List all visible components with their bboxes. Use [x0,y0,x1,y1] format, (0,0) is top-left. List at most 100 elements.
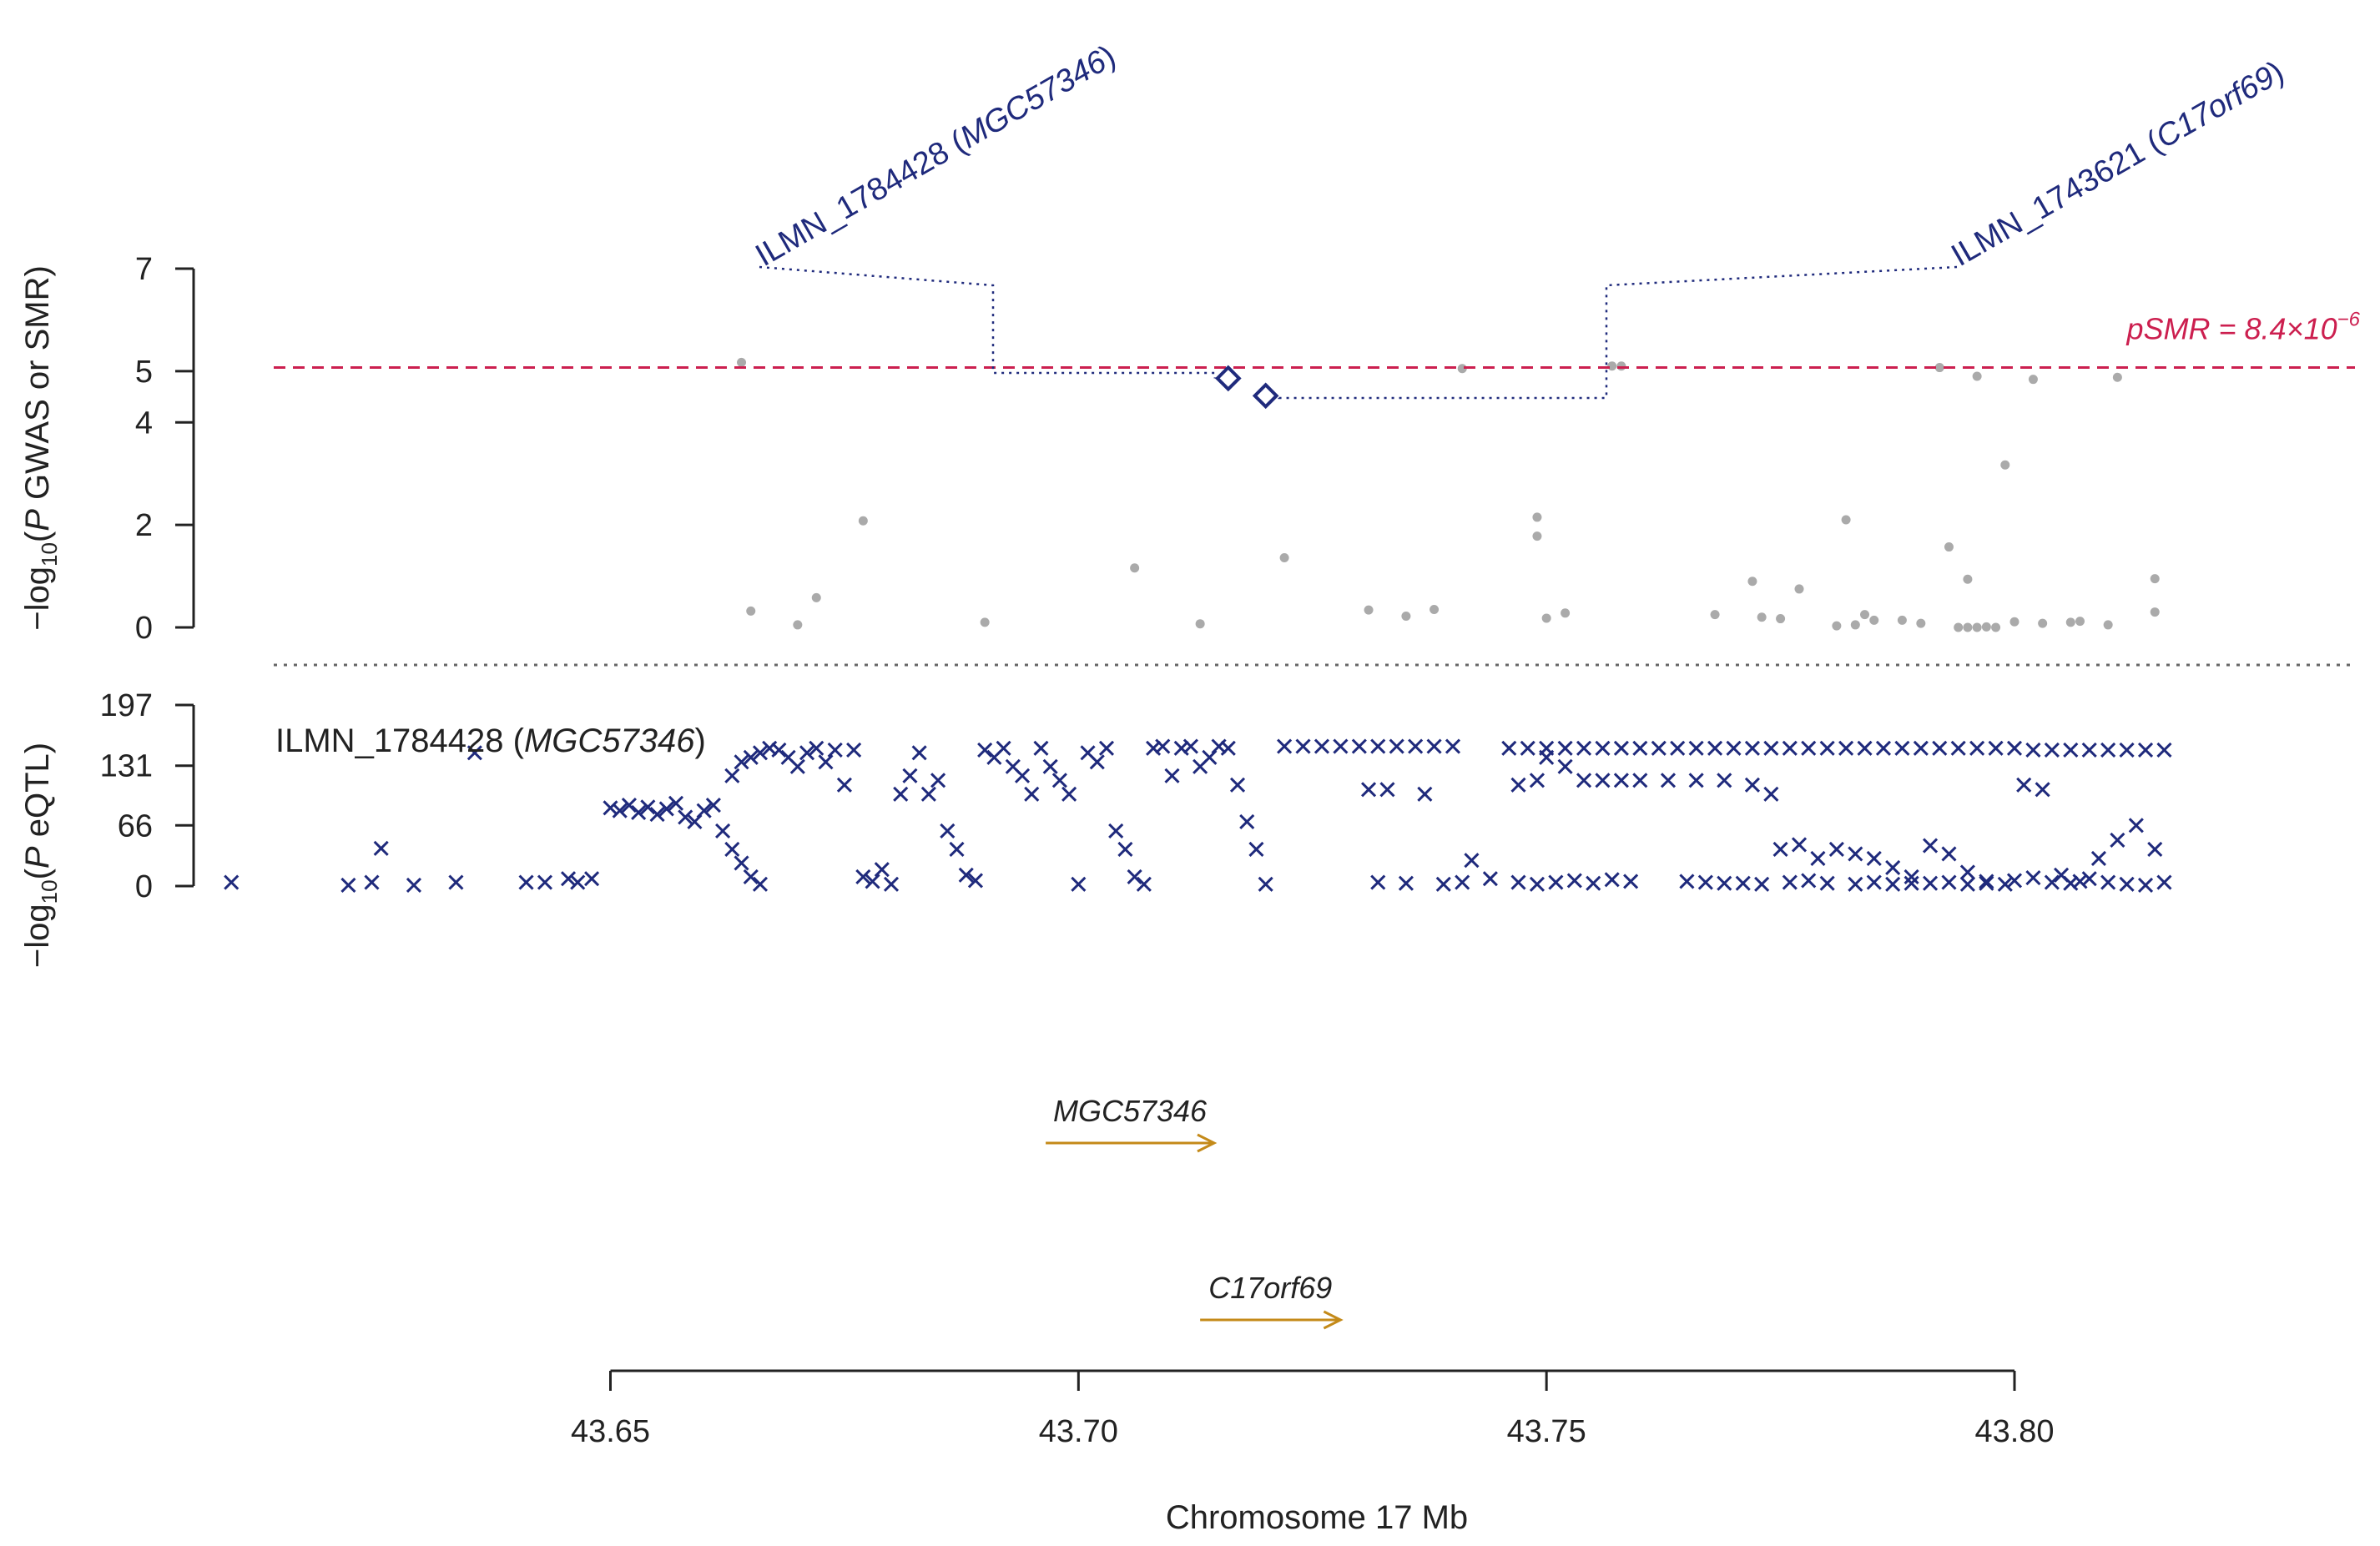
gwas-point [1776,614,1786,624]
eqtl-point [1922,838,1939,854]
eqtl-point [2025,870,2041,886]
eqtl-y-tick-label: 197 [100,688,153,723]
eqtl-point [1426,738,1442,754]
eqtl-point [743,749,759,765]
gwas-point [1401,611,1411,621]
eqtl-point [752,745,769,761]
eqtl-point [631,804,647,820]
eqtl-point [2081,742,2097,758]
eqtl-point [1464,853,1480,869]
eqtl-point [1127,869,1142,885]
gwas-point [1860,610,1870,620]
eqtl-point [1838,740,1854,756]
eqtl-point [2147,841,2163,858]
eqtl-point [2044,874,2060,890]
eqtl-point [1969,740,1985,756]
eqtl-point [2006,740,2023,756]
eqtl-point [1455,874,1470,890]
eqtl-point [1660,773,1677,788]
gwas-point [1747,577,1757,587]
eqtl-point [1810,850,1826,867]
eqtl-point [1988,740,2004,756]
eqtl-point [996,740,1011,756]
eqtl-point [1744,740,1760,756]
gwas-point [2075,617,2085,627]
eqtl-point [1173,740,1189,756]
eqtl-point [1277,738,1293,754]
x-axis: 43.65 43.70 43.75 43.80 [571,1369,2055,1449]
eqtl-point [1211,738,1227,754]
gwas-point [1934,363,1944,373]
eqtl-point [818,754,834,770]
eqtl-point [658,801,674,817]
gene-label: MGC57346 [1053,1094,1208,1128]
gene-arrowhead [1197,1133,1218,1153]
gwas-point [1850,620,1860,630]
probe-connector-1 [759,265,1217,379]
gene-tracks: MGC57346 C17orf69 [1046,1094,1344,1330]
gwas-y-tick-label: 7 [135,252,153,287]
eqtl-point [1501,740,1517,756]
eqtl-point [1772,841,1788,858]
eqtl-point [1164,768,1180,783]
eqtl-point [1726,740,1742,756]
eqtl-point [1295,738,1311,754]
eqtl-point [809,740,824,756]
eqtl-point [855,869,871,885]
x-tick-label: 43.70 [1039,1414,1118,1449]
eqtl-point [1903,875,1919,891]
eqtl-point [743,869,759,885]
gwas-point [1869,615,1879,625]
eqtl-point [1557,740,1573,756]
eqtl-point [949,841,965,858]
eqtl-point [1042,758,1058,774]
smr-point [1252,382,1279,410]
eqtl-point [836,777,852,793]
eqtl-point [1959,876,1975,892]
eqtl-point [1941,874,1957,890]
eqtl-point [874,862,890,878]
eqtl-point [1248,841,1264,858]
gwas-point [793,620,803,630]
gene-label: C17orf69 [1208,1271,1332,1305]
eqtl-point [1098,740,1115,756]
gwas-point [1916,618,1926,628]
gwas-point [1279,552,1289,562]
eqtl-point [1670,740,1686,756]
gwas-point [1991,622,2001,632]
eqtl-point [1632,773,1648,788]
eqtl-point [649,807,665,823]
eqtl-point [1997,876,2013,892]
eqtl-point [1688,773,1704,788]
eqtl-point [1828,841,1844,858]
eqtl-point [2137,877,2154,893]
eqtl-point [1754,876,1770,892]
gwas-point [1710,610,1720,620]
gwas-point [1963,574,1973,584]
eqtl-point [1782,874,1798,890]
eqtl-point [827,742,843,758]
gwas-point [1841,515,1851,525]
eqtl-point [846,742,862,758]
eqtl-point [705,798,721,813]
eqtl-point [715,823,731,838]
gwas-point [1832,621,1842,631]
eqtl-point [518,874,534,890]
eqtl-point [902,768,918,783]
eqtl-point [1632,740,1648,756]
eqtl-point [1379,782,1395,798]
eqtl-y-tick-label: 131 [100,749,153,784]
eqtl-point [1801,740,1817,756]
eqtl-point [584,871,600,887]
eqtl-point [1950,740,1966,756]
eqtl-point [2063,742,2079,758]
eqtl-point [1539,749,1555,765]
eqtl-point [1229,777,1246,793]
x-tick-label: 43.75 [1507,1414,1586,1449]
eqtl-point [1051,773,1067,788]
gwas-point [2009,617,2019,627]
eqtl-point [364,874,380,890]
eqtl-point [1360,782,1377,798]
eqtl-point [1801,873,1817,889]
